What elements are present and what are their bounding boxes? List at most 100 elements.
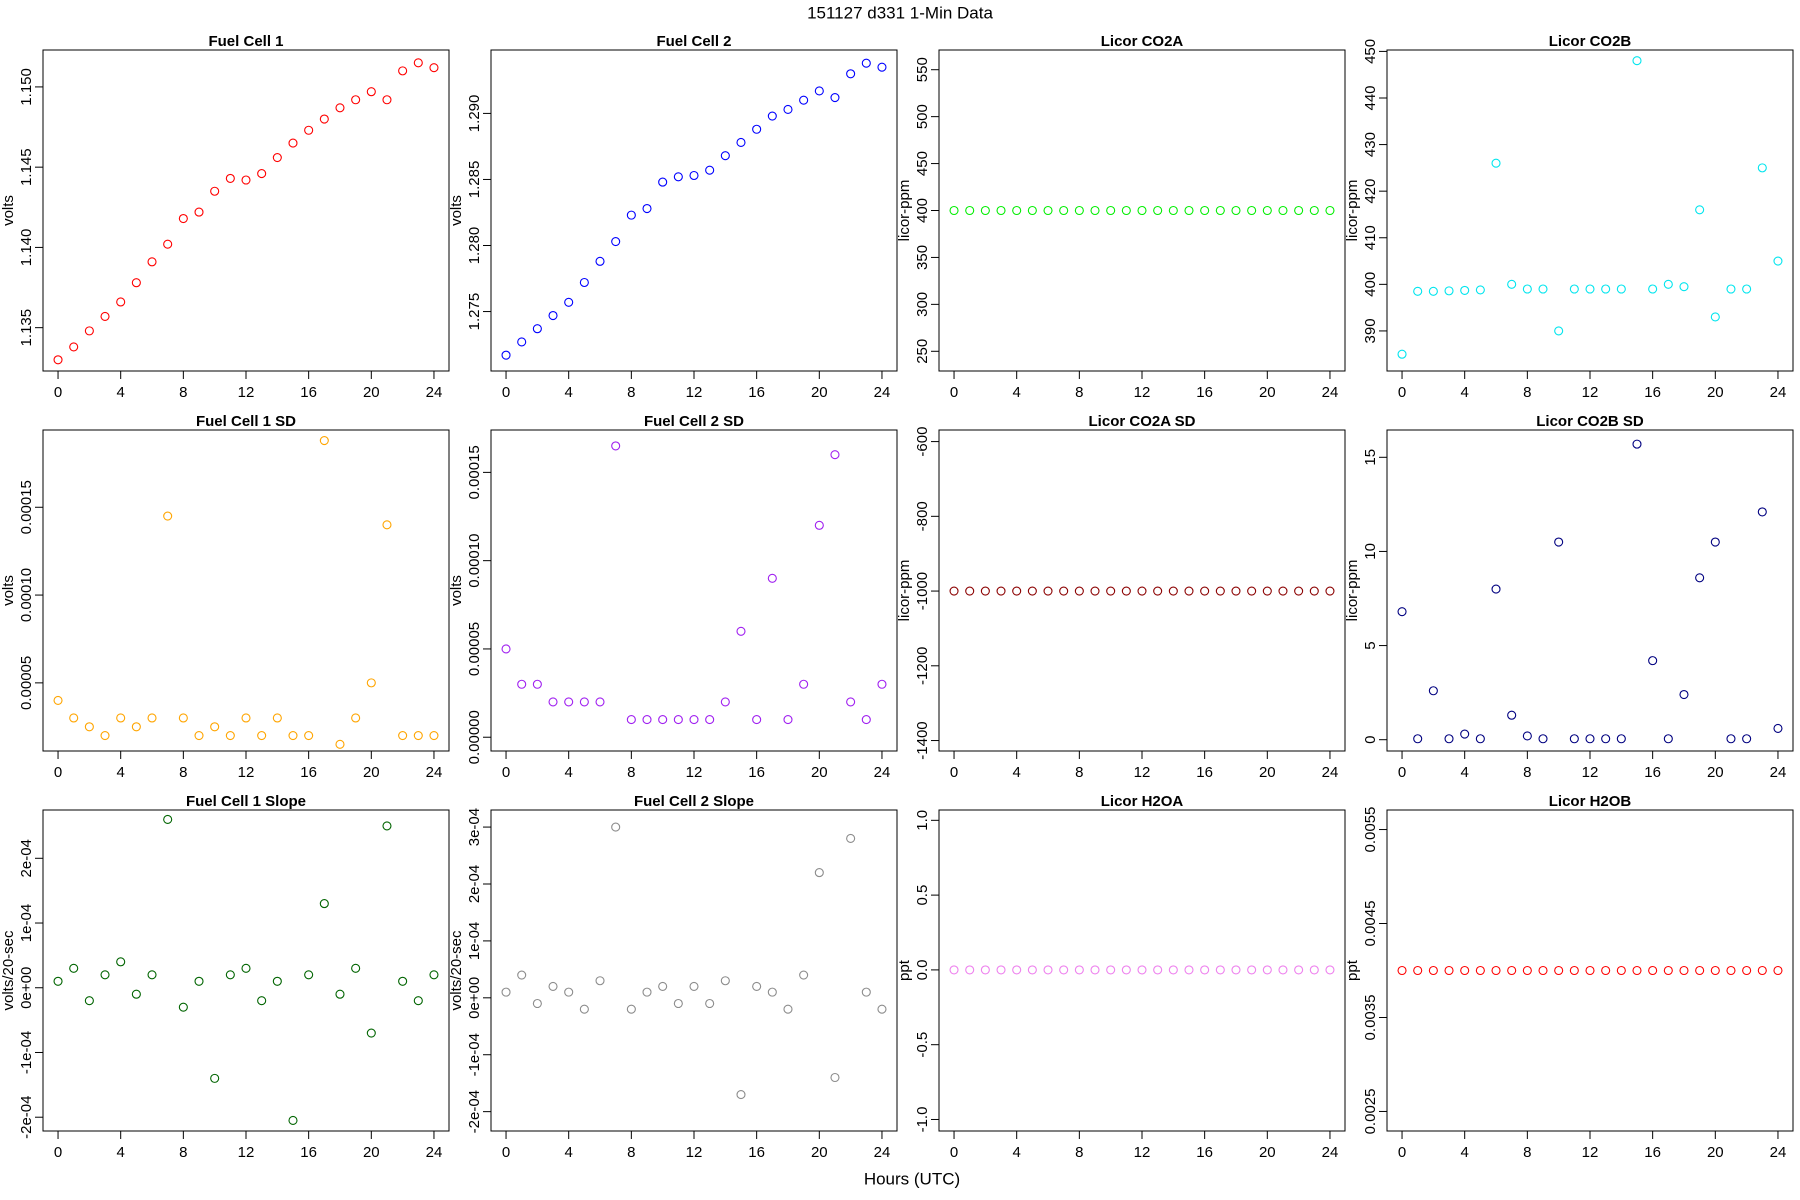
panel: Fuel Cell 2 SD volts 0 4 8 12 16 20 24 0.00000 0.0…	[448, 413, 898, 781]
point	[783, 715, 793, 725]
y-tick-label: 0.0055	[1362, 807, 1379, 853]
figure-title: 151127 d331 1-Min Data	[807, 3, 993, 22]
point	[705, 165, 715, 175]
point	[1153, 205, 1163, 216]
point	[1027, 586, 1037, 596]
point	[1168, 586, 1178, 596]
plot-frame	[490, 49, 898, 372]
point	[1309, 205, 1319, 216]
point	[949, 965, 959, 975]
x-axis-label: Hours (UTC)	[864, 1169, 960, 1188]
point	[517, 970, 527, 980]
point	[1121, 205, 1131, 216]
y-tick-label: -600	[914, 427, 931, 457]
point	[413, 730, 423, 741]
x-tick-label: 8	[627, 384, 635, 401]
point	[1012, 586, 1022, 596]
y-axis-label: ppt	[896, 959, 913, 981]
point	[532, 324, 542, 334]
panel: Licor CO2B licor-ppm 0 4 8 12 16 20 24 390 400 410 4…	[1344, 33, 1794, 401]
y-tick-label: 0.00005	[18, 656, 35, 710]
x-tick-label: 24	[426, 764, 443, 781]
point	[53, 355, 63, 365]
panel: Licor H2OA ppt 0 4 8 12 16 20 24 -1.0 -0.5 0.0 0.5 1.…	[896, 793, 1346, 1161]
point	[1215, 205, 1225, 216]
point	[736, 626, 746, 636]
x-tick-label: 0	[502, 764, 510, 781]
panel-title: Licor CO2B	[1549, 33, 1632, 50]
point	[1616, 965, 1626, 976]
point	[382, 520, 392, 530]
y-axis-label: volts	[0, 195, 17, 226]
point	[1710, 965, 1720, 976]
point	[611, 236, 621, 247]
y-tick-label: 0.0035	[1362, 995, 1379, 1041]
y-tick-label: 1.285	[466, 161, 483, 199]
point	[564, 297, 574, 307]
y-tick-label: 5	[1362, 641, 1379, 649]
point	[579, 277, 589, 288]
point	[398, 66, 408, 76]
point	[595, 256, 605, 266]
point	[319, 114, 329, 124]
y-tick-label: 430	[1362, 132, 1379, 157]
point	[147, 713, 157, 723]
point	[1648, 656, 1658, 666]
point	[579, 697, 589, 707]
y-tick-label: 450	[1362, 39, 1379, 64]
panel-title: Fuel Cell 1	[208, 33, 283, 50]
x-tick-label: 4	[1461, 764, 1469, 781]
point	[178, 1002, 188, 1012]
y-tick-label: 300	[914, 292, 931, 317]
point	[1444, 734, 1454, 744]
point	[1585, 734, 1595, 744]
point	[351, 963, 361, 973]
plot-frame	[938, 49, 1346, 372]
x-tick-label: 4	[1013, 764, 1021, 781]
y-tick-label: 0.0025	[1362, 1089, 1379, 1135]
y-tick-label: 400	[914, 198, 931, 223]
y-tick-label: 450	[914, 151, 931, 176]
point	[1507, 965, 1517, 976]
point	[658, 715, 668, 725]
point	[1413, 965, 1423, 976]
panel-title: Fuel Cell 1 SD	[196, 413, 296, 430]
x-tick-label: 12	[686, 384, 703, 401]
point	[689, 170, 699, 181]
point	[846, 697, 856, 707]
point	[814, 868, 824, 878]
point	[501, 350, 511, 360]
x-tick-label: 12	[238, 1144, 255, 1161]
x-tick-label: 16	[748, 1144, 765, 1161]
y-tick-label: -2e-04	[18, 1096, 35, 1139]
point	[579, 1004, 589, 1014]
point	[1027, 205, 1037, 216]
point	[194, 976, 204, 986]
panel-title: Licor CO2A	[1101, 33, 1184, 50]
point	[673, 998, 683, 1009]
point	[1554, 326, 1564, 336]
y-axis-label: volts/20-sec	[0, 930, 17, 1011]
point	[1012, 965, 1022, 975]
point	[501, 644, 511, 654]
point	[673, 715, 683, 725]
point	[1325, 205, 1335, 216]
x-tick-label: 12	[1582, 764, 1599, 781]
point	[1632, 439, 1642, 449]
point	[1106, 965, 1116, 975]
x-tick-label: 4	[117, 1144, 125, 1161]
point	[210, 1073, 220, 1083]
point	[1262, 965, 1272, 975]
point	[1475, 965, 1485, 976]
point	[1475, 285, 1485, 295]
x-tick-label: 0	[54, 384, 62, 401]
panel-title: Licor H2OB	[1549, 793, 1632, 810]
panel-title: Fuel Cell 2 Slope	[634, 793, 754, 810]
x-tick-label: 24	[874, 764, 891, 781]
point	[225, 173, 235, 183]
point	[163, 814, 173, 825]
y-tick-label: 0.00015	[466, 445, 483, 499]
point	[1663, 279, 1673, 289]
point	[429, 63, 439, 73]
point	[1137, 205, 1147, 216]
